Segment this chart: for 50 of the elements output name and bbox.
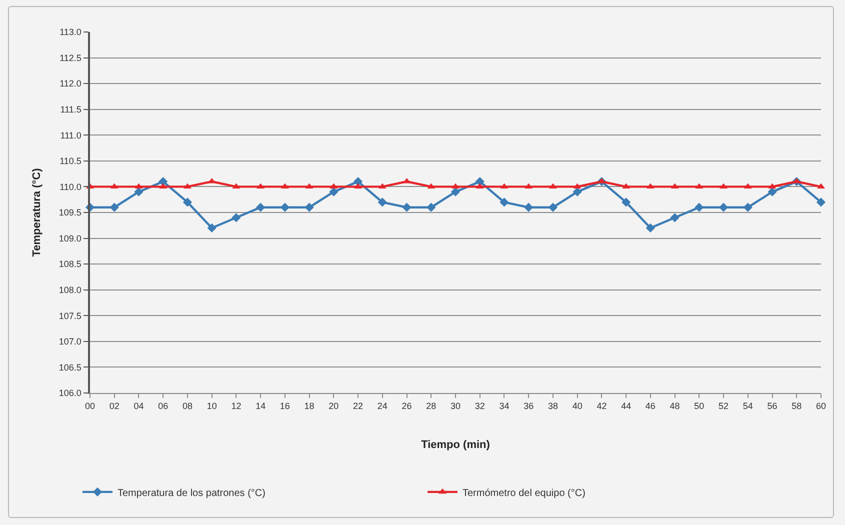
y-tick-label: 111.5	[60, 104, 82, 115]
x-tick-label: 32	[474, 400, 485, 411]
y-tick-label: 110.0	[60, 182, 82, 192]
x-tick-label: 60	[816, 400, 826, 411]
y-tick-label: 112.0	[60, 78, 82, 89]
y-tick-label: 107.5	[58, 310, 82, 321]
y-tick-label: 108.0	[58, 285, 82, 296]
x-tick-label: 42	[596, 400, 607, 411]
legend-label: Temperatura de los patrones (°C)	[118, 488, 266, 499]
x-tick-label: 14	[256, 400, 266, 411]
x-tick-label: 26	[402, 400, 412, 411]
y-tick-label: 107.0	[58, 336, 82, 347]
x-axis-title: Tiempo (min)	[421, 439, 490, 451]
y-tick-label: 112.5	[60, 52, 82, 63]
x-tick-label: 04	[134, 400, 144, 411]
x-tick-label: 44	[621, 400, 632, 411]
y-tick-label: 106.0	[58, 388, 82, 398]
x-tick-label: 50	[694, 400, 704, 411]
x-tick-label: 20	[328, 400, 339, 411]
x-tick-label: 48	[670, 400, 680, 411]
y-tick-label: 110.5	[60, 156, 82, 166]
x-tick-label: 00	[84, 400, 96, 411]
x-tick-label: 12	[231, 400, 242, 411]
y-tick-label: 109.0	[58, 233, 82, 244]
x-tick-label: 52	[718, 400, 729, 411]
x-tick-label: 38	[548, 400, 558, 411]
x-tick-label: 40	[572, 400, 582, 411]
legend-label: Termómetro del equipo (°C)	[462, 488, 586, 499]
y-tick-label: 109.5	[58, 208, 82, 218]
x-tick-label: 36	[524, 400, 534, 411]
x-tick-label: 30	[450, 400, 461, 411]
x-tick-label: 58	[792, 400, 802, 411]
x-tick-label: 24	[377, 400, 388, 411]
x-tick-label: 08	[182, 400, 192, 411]
y-tick-label: 113.0	[60, 27, 82, 38]
x-tick-label: 06	[158, 400, 168, 411]
x-tick-label: 18	[304, 400, 314, 411]
x-tick-label: 46	[645, 400, 656, 411]
x-tick-label: 16	[280, 400, 290, 411]
x-tick-label: 28	[426, 400, 436, 411]
x-tick-label: 34	[499, 400, 510, 411]
y-tick-label: 111.0	[60, 130, 82, 140]
x-tick-label: 02	[109, 400, 120, 411]
y-axis-title: Temperatura (°C)	[31, 168, 44, 257]
y-tick-label: 108.5	[58, 259, 82, 270]
x-tick-label: 56	[767, 400, 778, 411]
x-tick-label: 22	[353, 400, 364, 411]
x-tick-label: 54	[742, 400, 753, 411]
y-tick-label: 106.5	[58, 362, 82, 372]
x-tick-label: 10	[206, 400, 217, 411]
